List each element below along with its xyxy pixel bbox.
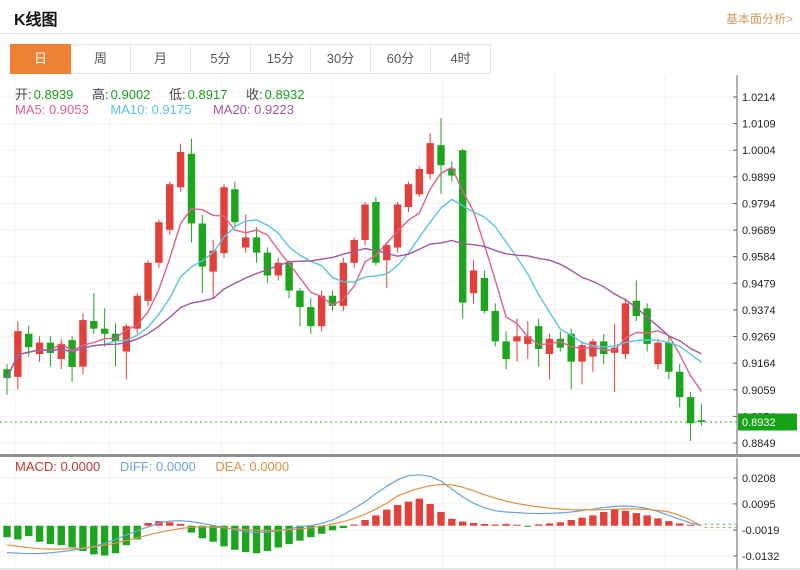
panel-divider: [0, 454, 800, 457]
svg-text:0.9164: 0.9164: [742, 358, 776, 370]
period-tabs: 日 周 月 5分 15分 30分 60分 4时: [10, 44, 491, 74]
ma20-line: [6, 239, 702, 379]
tab-5min[interactable]: 5分: [190, 44, 251, 74]
ma10-line: [6, 198, 702, 379]
svg-text:1.0004: 1.0004: [742, 145, 776, 157]
ohlc-legend: 开: 0.8939 高: 0.9002 低: 0.8917 收: 0.8932: [15, 84, 319, 103]
svg-text:0.8849: 0.8849: [742, 438, 776, 450]
svg-text:0.9689: 0.9689: [742, 225, 776, 237]
candlestick-layer: [3, 118, 706, 441]
dea-line: [6, 483, 702, 550]
svg-text:-0.0132: -0.0132: [742, 551, 779, 563]
close-value: 0.8932: [264, 87, 305, 102]
macd-legend: MACD: 0.0000 DIFF: 0.0000 DEA: 0.0000: [15, 459, 305, 474]
svg-text:0.8932: 0.8932: [742, 417, 776, 429]
price-axis-labels: 1.0214 1.0109 1.0004 0.9899 0.9794 0.9689 0.95…: [733, 92, 776, 450]
open-label: 开:: [15, 87, 32, 102]
ma5-line: [6, 166, 702, 392]
svg-text:1.0109: 1.0109: [742, 119, 776, 131]
svg-text:0.9479: 0.9479: [742, 278, 776, 290]
macd-axis-labels: 0.0208 0.0095 -0.0019 -0.0132: [733, 473, 779, 563]
high-label: 高:: [92, 87, 109, 102]
svg-text:0.9584: 0.9584: [742, 252, 776, 264]
close-label: 收:: [246, 87, 263, 102]
macd-value: 0.0000: [60, 459, 101, 474]
tab-4hour[interactable]: 4时: [430, 44, 491, 74]
page-title: K线图: [14, 12, 58, 29]
ma5-label: MA5:: [15, 102, 46, 117]
low-value: 0.8917: [187, 87, 228, 102]
ma10-label: MA10:: [110, 102, 148, 117]
macd-histogram: [3, 498, 695, 556]
tab-15min[interactable]: 15分: [250, 44, 311, 74]
ma20-label: MA20:: [212, 102, 251, 117]
tab-30min[interactable]: 30分: [310, 44, 371, 74]
price-candlestick-chart[interactable]: 1.0214 1.0109 1.0004 0.9899 0.9794 0.9689 0.95…: [0, 75, 800, 455]
header-divider: [0, 33, 800, 34]
ma10-value: 0.9175: [151, 102, 192, 117]
svg-text:-0.0019: -0.0019: [742, 525, 779, 537]
svg-text:0.0095: 0.0095: [742, 499, 776, 511]
dea-label: DEA:: [215, 459, 246, 474]
svg-text:0.9269: 0.9269: [742, 332, 776, 344]
ma-legend: MA5: 0.9053 MA10: 0.9175 MA20: 0.9223: [15, 102, 312, 117]
current-price-badge: 0.8932: [738, 413, 797, 431]
low-label: 低:: [169, 87, 186, 102]
svg-text:0.9899: 0.9899: [742, 172, 776, 184]
open-value: 0.8939: [33, 87, 74, 102]
svg-text:0.9374: 0.9374: [742, 305, 776, 317]
tab-month[interactable]: 月: [130, 44, 191, 74]
svg-text:0.9794: 0.9794: [742, 198, 776, 210]
dea-value: 0.0000: [249, 459, 290, 474]
high-value: 0.9002: [110, 87, 151, 102]
svg-text:1.0214: 1.0214: [742, 92, 776, 104]
svg-text:0.9059: 0.9059: [742, 385, 776, 397]
tab-day[interactable]: 日: [10, 44, 71, 74]
diff-value: 0.0000: [156, 459, 196, 474]
svg-text:0.0208: 0.0208: [742, 473, 776, 485]
tab-week[interactable]: 周: [70, 44, 131, 74]
macd-label: MACD:: [15, 459, 57, 474]
tab-60min[interactable]: 60分: [370, 44, 431, 74]
price-gridlines: [0, 75, 737, 455]
ma5-value: 0.9053: [48, 102, 89, 117]
diff-line: [6, 474, 702, 555]
ma20-value: 0.9223: [254, 102, 294, 117]
diff-label: DIFF:: [119, 459, 153, 474]
macd-chart[interactable]: 0.0208 0.0095 -0.0019 -0.0132: [0, 458, 800, 570]
fundamental-analysis-link[interactable]: 基本面分析>: [725, 12, 793, 26]
